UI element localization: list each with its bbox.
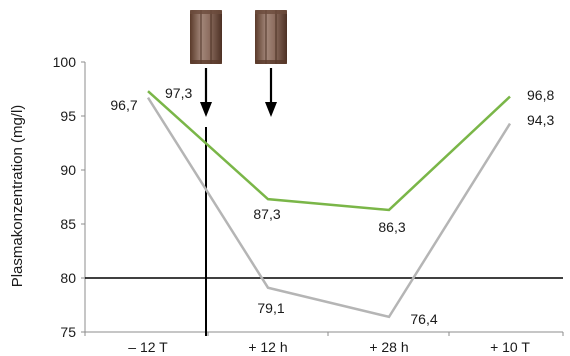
data-labels: 97,3 87,3 86,3 96,8 96,7 79,1 76,4 94,3 [110, 85, 554, 327]
y-axis-ticks: 75 80 85 90 95 100 [53, 54, 85, 340]
y-tick-label: 75 [60, 324, 76, 340]
y-tick-label: 85 [60, 216, 76, 232]
dose-arrow [200, 68, 212, 117]
x-tick-label: + 10 T [490, 339, 530, 355]
x-tick-label: + 28 h [369, 339, 408, 355]
y-tick-label: 90 [60, 162, 76, 178]
y-tick-label: 100 [53, 54, 77, 70]
y-tick-label: 80 [60, 270, 76, 286]
series-line-2 [146, 96, 512, 319]
series-lines [146, 90, 512, 319]
x-axis-ticks: – 12 T + 12 h + 28 h + 10 T [84, 332, 564, 355]
data-label: 96,7 [110, 97, 137, 113]
pill-bottle-icon [190, 10, 222, 64]
data-label: 79,1 [257, 300, 284, 316]
data-label: 76,4 [410, 311, 437, 327]
data-label: 87,3 [253, 206, 280, 222]
x-tick-label: + 12 h [248, 339, 287, 355]
data-label: 94,3 [527, 112, 554, 128]
data-label: 86,3 [378, 219, 405, 235]
pill-bottle-icon [255, 10, 287, 64]
axes [84, 62, 563, 336]
annotations [190, 10, 287, 117]
dose-arrow [265, 68, 277, 117]
y-axis-title: Plasmakonzentration (mg/l) [9, 105, 26, 288]
x-tick-label: – 12 T [128, 339, 168, 355]
data-label: 96,8 [527, 87, 554, 103]
series-line-1 [147, 90, 511, 212]
y-tick-label: 95 [60, 108, 76, 124]
data-label: 97,3 [165, 85, 192, 101]
